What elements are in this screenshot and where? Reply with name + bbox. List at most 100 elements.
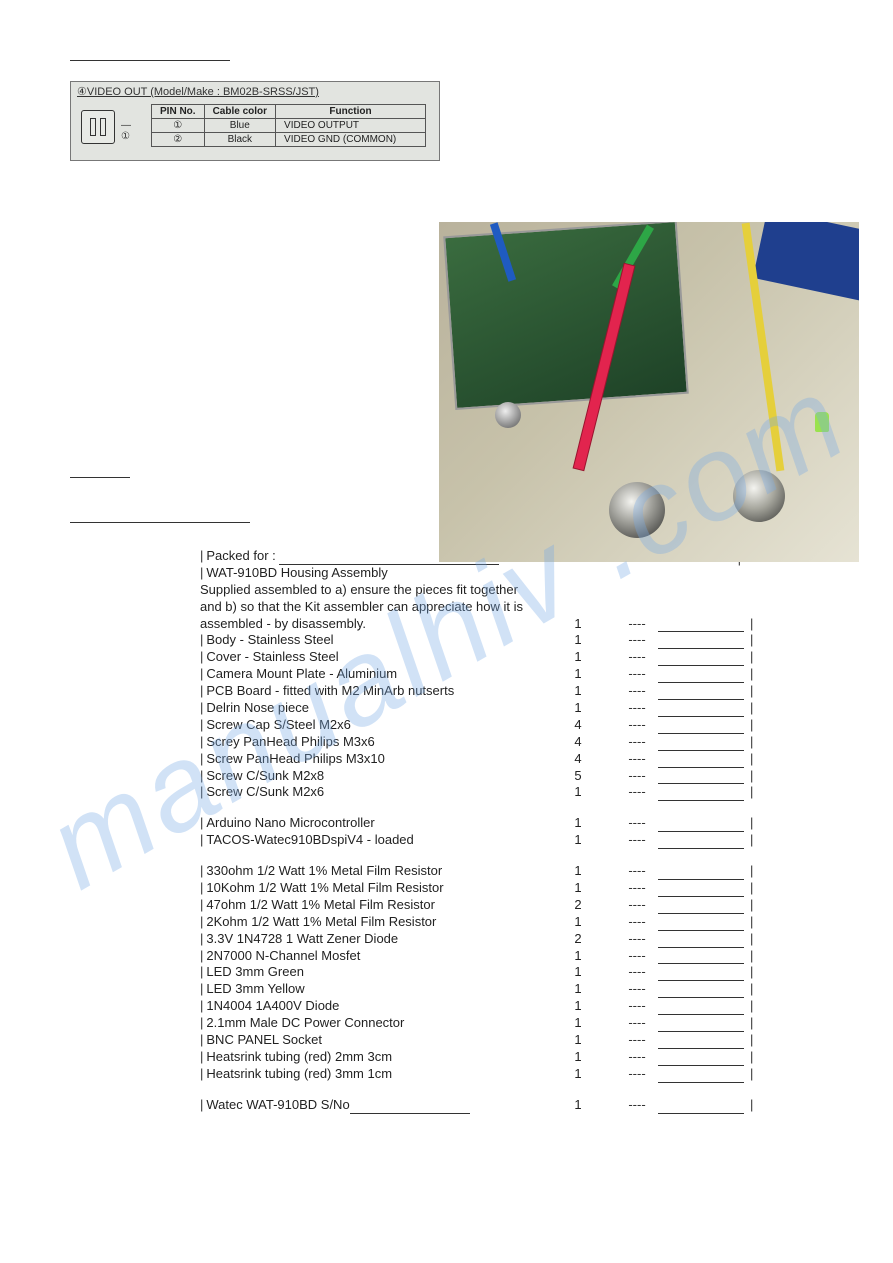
table-row: |Heatsrink tubing (red) 3mm 1cm1----|	[200, 1066, 760, 1083]
section-underline	[70, 522, 250, 523]
bom-description: Heatsrink tubing (red) 3mm 1cm	[206, 1066, 392, 1081]
check-blank[interactable]	[658, 720, 744, 734]
table-row: |2Kohm 1/2 Watt 1% Metal Film Resistor1-…	[200, 914, 760, 931]
dash: ----	[616, 666, 658, 683]
bom-description: TACOS-Watec910BDspiV4 - loaded	[206, 832, 413, 847]
table-row: |Delrin Nose piece1----|	[200, 700, 760, 717]
check-blank[interactable]	[658, 818, 744, 832]
connector-diagram: ④VIDEO OUT (Model/Make : BM02B-SRSS/JST)…	[70, 81, 440, 161]
dash: ----	[616, 931, 658, 948]
check-blank[interactable]	[658, 835, 744, 849]
bom-qty: 1	[540, 683, 616, 700]
bom-description: Screw C/Sunk M2x8	[206, 768, 324, 783]
bom-qty: 1	[540, 880, 616, 897]
bom-description: 47ohm 1/2 Watt 1% Metal Film Resistor	[206, 897, 435, 912]
check-blank[interactable]	[658, 1052, 744, 1066]
check-blank[interactable]	[658, 1001, 744, 1015]
check-blank[interactable]	[658, 686, 744, 700]
table-row: |2.1mm Male DC Power Connector1----|	[200, 1015, 760, 1032]
bom-qty: 1	[540, 832, 616, 849]
dash: ----	[616, 1066, 658, 1083]
bom-qty: 1	[540, 914, 616, 931]
check-blank[interactable]	[658, 950, 744, 964]
check-blank[interactable]	[658, 967, 744, 981]
bom-qty: 1	[540, 815, 616, 832]
check-blank[interactable]	[658, 866, 744, 880]
table-row: |Watec WAT-910BD S/No1----|	[200, 1097, 760, 1114]
bom-description: Body - Stainless Steel	[206, 632, 333, 647]
bom-qty: 4	[540, 734, 616, 751]
bom-description: LED 3mm Green	[206, 964, 304, 979]
check-blank[interactable]	[658, 917, 744, 931]
table-row: |Arduino Nano Microcontroller1----|	[200, 815, 760, 832]
bom-qty: 1	[540, 863, 616, 880]
top-underline	[70, 60, 230, 61]
check-blank[interactable]	[658, 703, 744, 717]
check-blank[interactable]	[658, 669, 744, 683]
bom-description: 1N4004 1A400V Diode	[206, 998, 339, 1013]
dash: ----	[616, 784, 658, 801]
bom-description: LED 3mm Yellow	[206, 981, 304, 996]
bom-description: Screw Cap S/Steel M2x6	[206, 717, 351, 732]
bom-qty: 1	[540, 784, 616, 801]
bom-description: Screw C/Sunk M2x6	[206, 784, 324, 799]
check-blank[interactable]	[658, 737, 744, 751]
dash: ----	[616, 948, 658, 965]
check-blank[interactable]	[658, 883, 744, 897]
bom-qty: 1	[540, 632, 616, 649]
bom-description: 2.1mm Male DC Power Connector	[206, 1015, 404, 1030]
bom-description: Watec WAT-910BD S/No	[206, 1097, 349, 1112]
bom-description: 2N7000 N-Channel Mosfet	[206, 948, 360, 963]
serial-blank[interactable]	[350, 1102, 470, 1114]
check-blank[interactable]	[658, 652, 744, 666]
table-row: |BNC PANEL Socket1----|	[200, 1032, 760, 1049]
dash: ----	[616, 734, 658, 751]
check-blank[interactable]	[658, 787, 744, 801]
dash: ----	[616, 914, 658, 931]
check-blank[interactable]	[658, 900, 744, 914]
check-blank[interactable]	[658, 1018, 744, 1032]
bom-qty: 1	[540, 616, 616, 633]
dash: ----	[616, 1049, 658, 1066]
check-blank[interactable]	[658, 934, 744, 948]
check-blank[interactable]	[658, 618, 744, 632]
check-blank[interactable]	[658, 635, 744, 649]
connector-title: ④VIDEO OUT (Model/Make : BM02B-SRSS/JST)	[77, 85, 319, 98]
table-row: |Screw C/Sunk M2x61----|	[200, 784, 760, 801]
dash: ----	[616, 1015, 658, 1032]
table-row: |PCB Board - fitted with M2 MinArb nutse…	[200, 683, 760, 700]
dash: ----	[616, 815, 658, 832]
table-row: |LED 3mm Yellow1----|	[200, 981, 760, 998]
bom-description: 330ohm 1/2 Watt 1% Metal Film Resistor	[206, 863, 442, 878]
func-header: Function	[276, 105, 426, 119]
check-blank[interactable]	[658, 1035, 744, 1049]
table-row: |2N7000 N-Channel Mosfet1----|	[200, 948, 760, 965]
table-row: |Camera Mount Plate - Aluminium1----|	[200, 666, 760, 683]
check-blank[interactable]	[658, 770, 744, 784]
bom-description: BNC PANEL Socket	[206, 1032, 322, 1047]
bom-qty: 1	[540, 1015, 616, 1032]
check-blank[interactable]	[658, 1069, 744, 1083]
bom-description: Heatsrink tubing (red) 2mm 3cm	[206, 1049, 392, 1064]
table-row: |Body - Stainless Steel1----|	[200, 632, 760, 649]
check-blank[interactable]	[658, 984, 744, 998]
check-blank[interactable]	[658, 1100, 744, 1114]
table-row: |WAT-910BD Housing Assembly Supplied ass…	[200, 565, 760, 633]
dash: ----	[616, 964, 658, 981]
bom-qty: 1	[540, 1066, 616, 1083]
bom-description: Arduino Nano Microcontroller	[206, 815, 374, 830]
dash: ----	[616, 863, 658, 880]
dash: ----	[616, 880, 658, 897]
dash: ----	[616, 1032, 658, 1049]
dash: ----	[616, 768, 658, 785]
bom-description: Cover - Stainless Steel	[206, 649, 338, 664]
bom-qty: 1	[540, 1032, 616, 1049]
bom-qty: 1	[540, 1097, 616, 1114]
bom-qty: 2	[540, 897, 616, 914]
bom-qty: 1	[540, 981, 616, 998]
check-blank[interactable]	[658, 754, 744, 768]
table-row: |47ohm 1/2 Watt 1% Metal Film Resistor2-…	[200, 897, 760, 914]
bom-description: 3.3V 1N4728 1 Watt Zener Diode	[206, 931, 398, 946]
table-row: |10Kohm 1/2 Watt 1% Metal Film Resistor1…	[200, 880, 760, 897]
bom-qty: 1	[540, 998, 616, 1015]
